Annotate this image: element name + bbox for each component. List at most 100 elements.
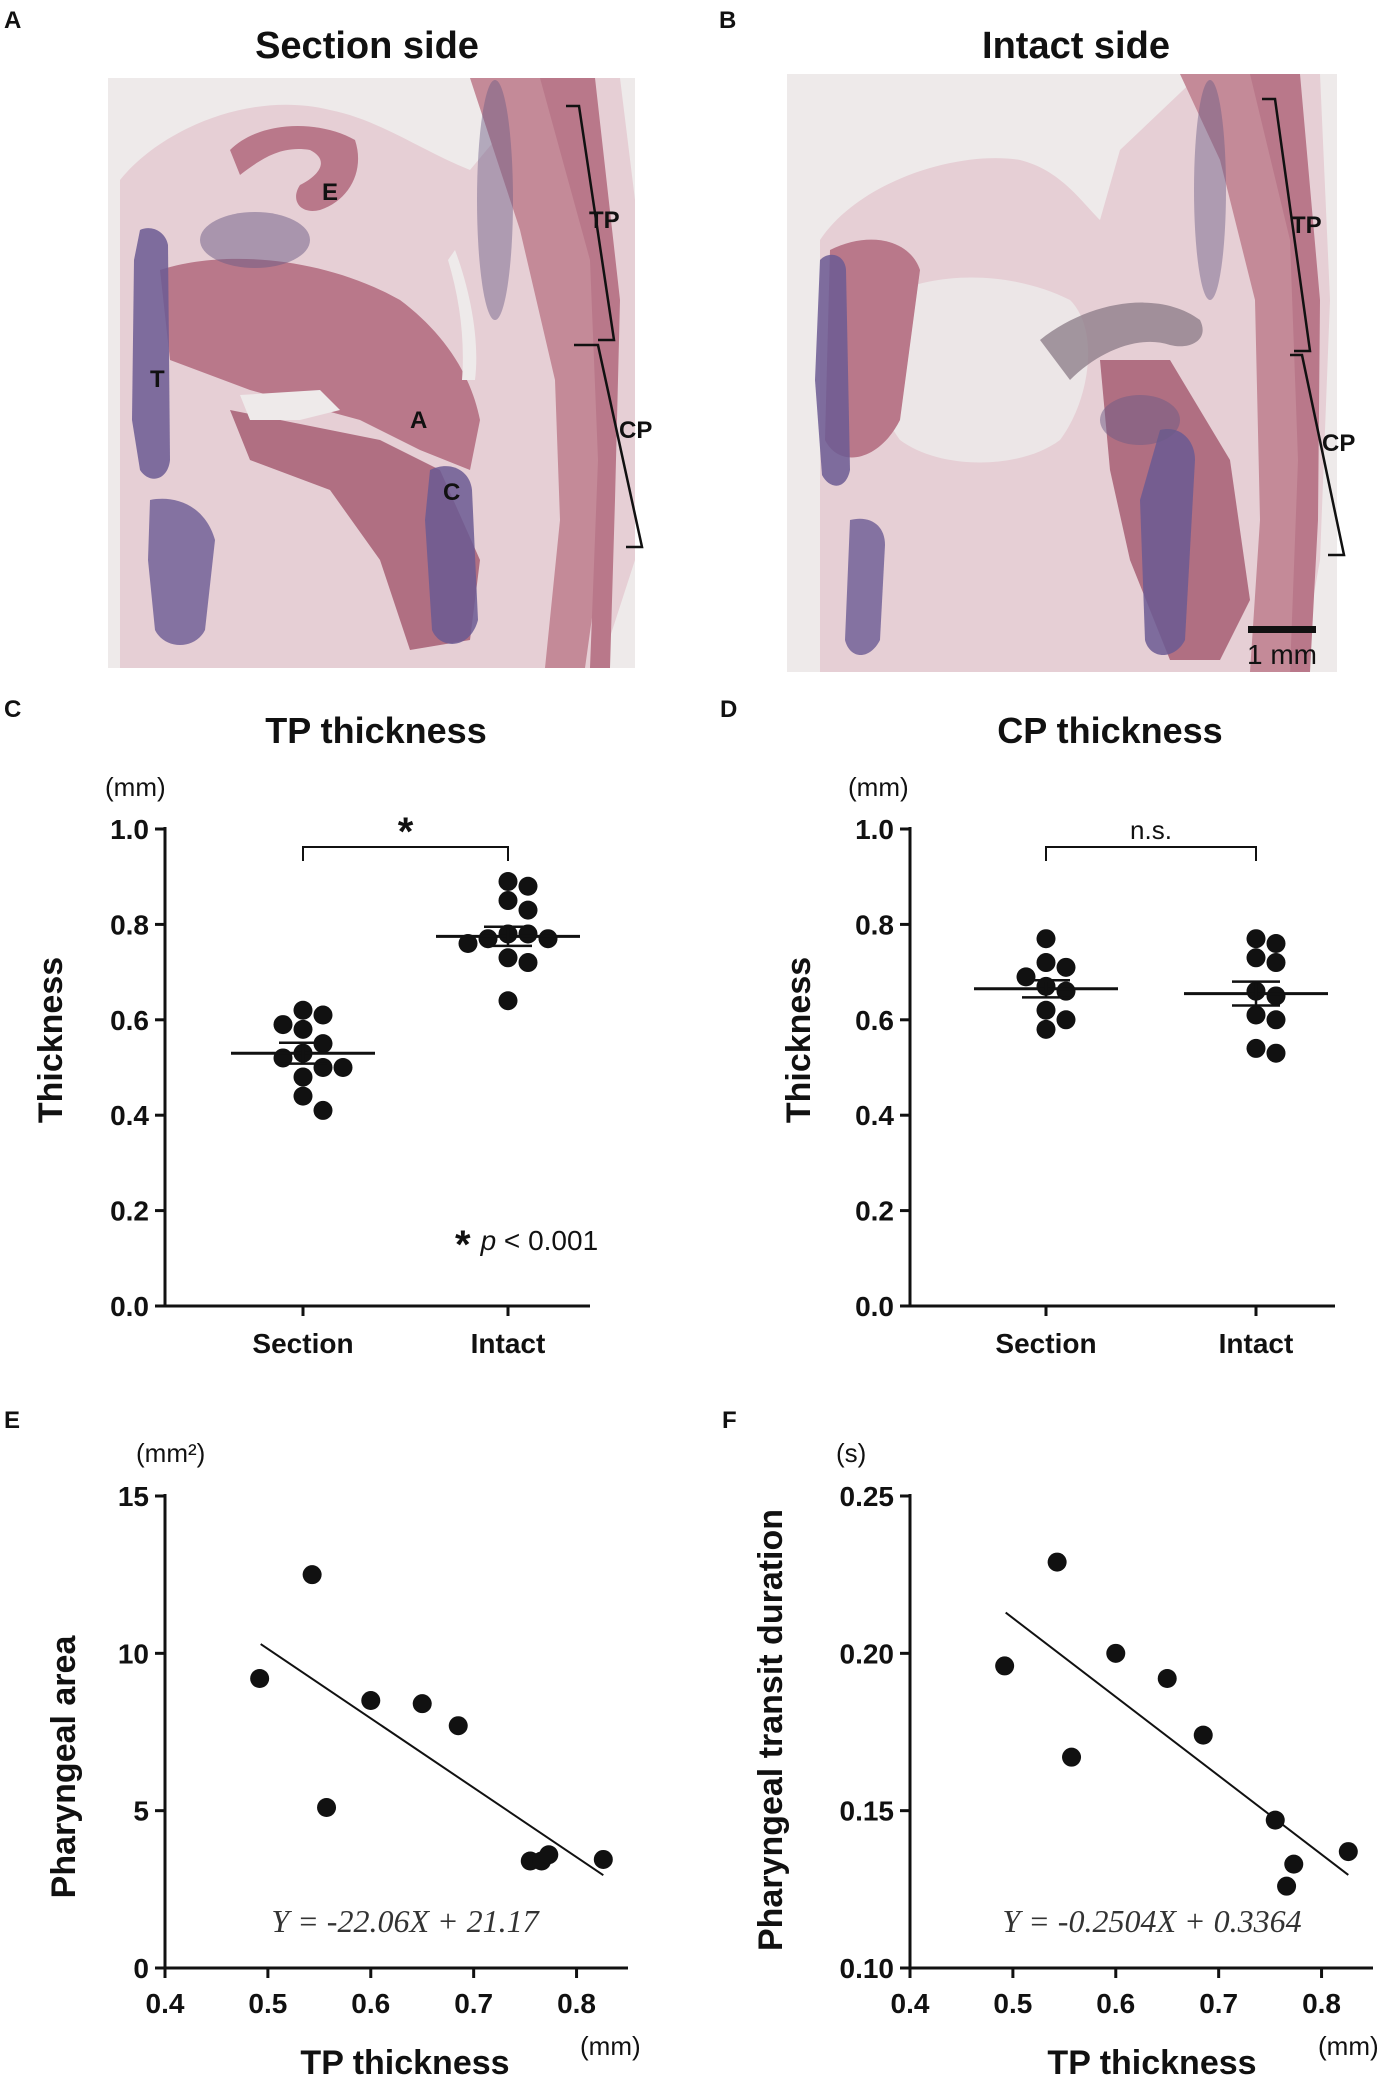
data-point	[518, 900, 538, 920]
data-point	[273, 1015, 293, 1035]
y-tick-label: 0.4	[110, 1100, 149, 1131]
data-point	[498, 871, 518, 891]
data-point	[538, 929, 558, 949]
data-point	[250, 1669, 270, 1689]
data-point	[293, 1000, 313, 1020]
data-point	[458, 933, 478, 953]
chart-e: 0 5 10 15 0.4 0.5 0.6 0.7 0.8	[118, 1481, 628, 2019]
label-e: E	[322, 179, 338, 206]
y-tick-label: 0.8	[110, 909, 149, 940]
data-point	[1157, 1669, 1177, 1689]
histology-intact-side: TP CP 1 mm	[787, 74, 1355, 672]
panel-e-unit-x: (mm)	[580, 2031, 641, 2061]
data-point	[1036, 929, 1056, 949]
data-point	[412, 1694, 432, 1714]
x-tick-label: Section	[252, 1328, 353, 1359]
panel-e-ylabel: Pharyngeal area	[45, 1635, 83, 1899]
x-tick-label: 0.5	[993, 1988, 1032, 2019]
data-point	[1062, 1747, 1082, 1767]
y-tick-label: 0.6	[855, 1005, 894, 1036]
panel-f-xlabel: TP thickness	[1047, 2044, 1256, 2081]
y-tick-label: 0	[133, 1953, 149, 1984]
label-c: C	[443, 479, 460, 506]
cp-bracket-b	[1290, 353, 1346, 557]
p-value-annotation: * p < 0.001	[455, 1223, 598, 1267]
data-point	[1266, 1010, 1286, 1030]
panel-b-title: Intact side	[982, 25, 1170, 67]
data-point	[1284, 1854, 1304, 1874]
data-point	[1277, 1876, 1297, 1896]
y-tick-label: 5	[133, 1796, 149, 1827]
panel-d-unit: (mm)	[848, 772, 909, 802]
tp-bracket-a	[566, 104, 616, 342]
x-tick-label: 0.4	[891, 1988, 930, 2019]
data-point	[293, 1019, 313, 1039]
data-point	[1338, 1842, 1358, 1862]
y-tick-label: 0.20	[840, 1638, 895, 1669]
label-cp-b: CP	[1322, 430, 1355, 457]
x-tick-label: 0.5	[248, 1988, 287, 2019]
panel-letter-d: D	[720, 696, 737, 723]
x-tick-label: 0.7	[1199, 1988, 1238, 2019]
data-point	[498, 948, 518, 968]
data-point	[313, 1058, 333, 1077]
x-tick-label: 0.6	[1096, 1988, 1135, 2019]
tp-bracket-b	[1262, 97, 1312, 353]
label-t: T	[150, 366, 165, 393]
panel-f-equation: Y = -0.2504X + 0.3364	[1002, 1903, 1301, 1939]
data-point	[1266, 953, 1286, 973]
panel-letter-b: B	[719, 7, 736, 34]
data-point	[333, 1058, 353, 1077]
data-point	[478, 929, 498, 949]
panel-c-ylabel: Thickness	[32, 957, 70, 1123]
y-tick-label: 0.6	[110, 1005, 149, 1036]
y-tick-label: 0.4	[855, 1100, 894, 1131]
cp-bracket-a	[574, 343, 644, 549]
data-point	[1193, 1725, 1213, 1745]
x-tick-label: 0.8	[1302, 1988, 1341, 2019]
significance-bracket	[302, 846, 509, 861]
y-tick-label: 0.8	[855, 909, 894, 940]
panel-f-ylabel: Pharyngeal transit duration	[752, 1509, 790, 1951]
data-point	[498, 891, 518, 911]
y-tick-label: 10	[118, 1638, 149, 1669]
panel-e-xlabel: TP thickness	[300, 2044, 509, 2081]
data-point	[1056, 981, 1076, 1001]
data-point	[518, 924, 538, 944]
panel-letter-c: C	[4, 696, 21, 723]
data-point	[1246, 929, 1266, 949]
y-tick-label: 0.10	[840, 1953, 895, 1984]
significance-label: *	[398, 810, 414, 854]
y-tick-label: 0.0	[855, 1291, 894, 1322]
data-point	[539, 1845, 559, 1865]
data-point	[293, 1067, 313, 1087]
panel-a-title: Section side	[255, 25, 479, 67]
panel-d-title: CP thickness	[997, 710, 1222, 751]
data-point	[317, 1798, 337, 1818]
data-point	[313, 1005, 333, 1025]
y-tick-label: 15	[118, 1481, 149, 1512]
data-point	[293, 1086, 313, 1106]
chart-d: 0.0 0.2 0.4 0.6 0.8 1.0 Section Intact n.s.	[855, 814, 1335, 1359]
regression-line	[260, 1643, 604, 1877]
data-point	[1056, 1010, 1076, 1030]
p-value-text: < 0.001	[496, 1225, 598, 1256]
x-tick-label: Section	[995, 1328, 1096, 1359]
data-point	[593, 1849, 613, 1869]
label-cp-a: CP	[619, 417, 652, 444]
y-tick-label: 0.25	[840, 1481, 895, 1512]
data-point	[1047, 1552, 1067, 1572]
data-point	[1265, 1810, 1285, 1830]
x-tick-label: Intact	[1219, 1328, 1294, 1359]
x-tick-label: 0.8	[557, 1988, 596, 2019]
data-point	[518, 876, 538, 896]
y-tick-label: 0.0	[110, 1291, 149, 1322]
data-point	[1266, 986, 1286, 1006]
x-tick-label: 0.6	[351, 1988, 390, 2019]
data-point	[995, 1656, 1015, 1676]
significance-bracket	[1045, 846, 1257, 861]
y-tick-label: 0.2	[855, 1196, 894, 1227]
chart-f: 0.10 0.15 0.20 0.25 0.4 0.5 0.6 0.7 0.8	[840, 1481, 1373, 2019]
panel-letter-a: A	[4, 7, 21, 34]
